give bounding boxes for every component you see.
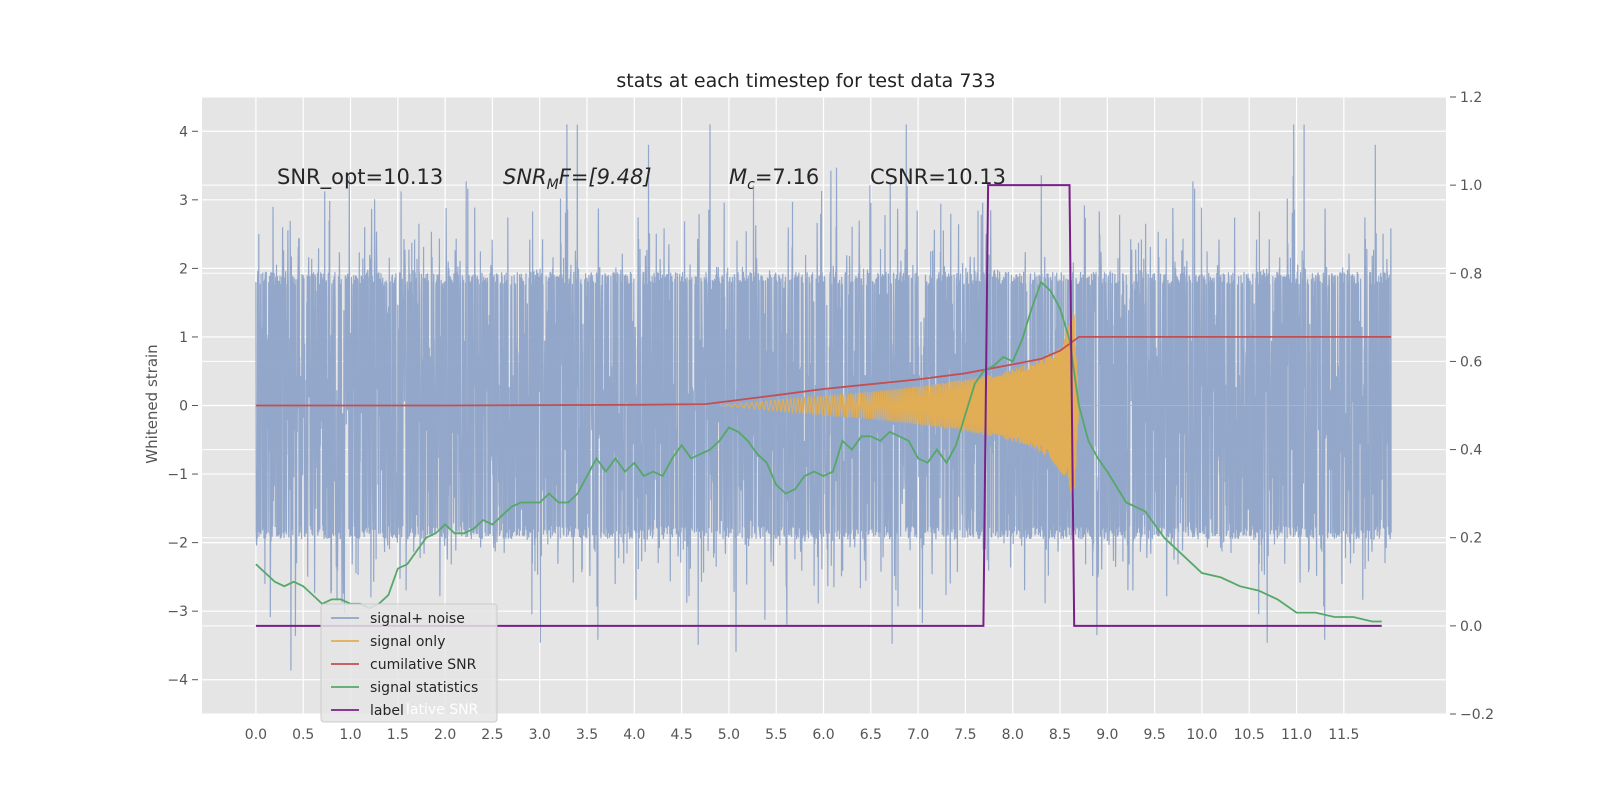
legend-label: label [370, 703, 404, 719]
y2-tick-label: 0.6 [1460, 354, 1482, 370]
annotation-mc-main: M [729, 165, 747, 189]
legend-label: cumilative SNR [370, 657, 477, 673]
x-tick-label: 5.5 [765, 727, 787, 743]
y-tick-label: −3 [167, 604, 188, 620]
x-tick-label: 9.0 [1096, 727, 1118, 743]
data-layer [255, 124, 1392, 671]
tick-layer: 0.0 0.5 1.0 1.5 2.0 2.5 3.0 3.5 4.0 4.5 5.0 5.5 6.0 6… [167, 90, 1494, 743]
x-tick-label: 2.5 [481, 727, 503, 743]
annotation-snr-mf-main: SNR [503, 165, 547, 189]
x-tick-label: 0.0 [245, 727, 267, 743]
x-tick-label: 6.5 [860, 727, 882, 743]
x-tick-label: 8.0 [1002, 727, 1024, 743]
x-tick-label: 5.0 [718, 727, 740, 743]
legend-label: signal statistics [370, 680, 478, 696]
y-tick-label: −4 [167, 673, 188, 689]
annotation-snr-mf: SNRMF=[9.48] [503, 165, 652, 193]
series-signal-noise [255, 124, 1392, 671]
x-tick-label: 2.0 [434, 727, 456, 743]
y-tick-label: 4 [179, 124, 188, 140]
x-tick-label: 1.0 [339, 727, 361, 743]
series-label [255, 184, 1382, 627]
x-tick-label: 4.0 [623, 727, 645, 743]
annotation-layer: SNR_opt=10.13 SNRMF=[9.48] Mc=7.16 CSNR=… [277, 165, 1006, 193]
x-tick-label: 1.5 [387, 727, 409, 743]
x-tick-label: 3.0 [529, 727, 551, 743]
x-tick-label: 3.5 [576, 727, 598, 743]
annotation-snr-mf-rest: F=[9.48] [559, 165, 652, 189]
annotation-snr-opt: SNR_opt=10.13 [277, 165, 443, 190]
y2-tick-label: 0.0 [1460, 619, 1482, 635]
x-tick-label: 4.5 [670, 727, 692, 743]
legend: lative SNR signal+ noise signal only cumil… [320, 603, 498, 723]
y-axis-label: Whitened strain [143, 344, 161, 463]
y2-tick-label: 0.8 [1460, 266, 1482, 282]
y-tick-label: −2 [167, 536, 188, 552]
x-tick-label: 11.5 [1328, 727, 1359, 743]
annotation-mc: Mc=7.16 [729, 165, 819, 193]
y2-tick-label: 1.2 [1460, 90, 1482, 106]
y-tick-label: 0 [179, 399, 188, 415]
y2-tick-label: 0.4 [1460, 443, 1482, 459]
x-tick-label: 9.5 [1143, 727, 1165, 743]
legend-items: signal+ noise signal only cumilative SNR si… [331, 611, 478, 719]
y2-tick-label: 1.0 [1460, 178, 1482, 194]
y-tick-label: 3 [179, 193, 188, 209]
x-tick-label: 0.5 [292, 727, 314, 743]
x-tick-label: 6.0 [812, 727, 834, 743]
x-tick-label: 11.0 [1281, 727, 1312, 743]
legend-shadow-text: lative SNR [406, 702, 479, 718]
legend-box [320, 603, 498, 723]
annotation-csnr: CSNR=10.13 [870, 165, 1006, 189]
x-tick-label: 7.5 [954, 727, 976, 743]
x-tick-label: 7.0 [907, 727, 929, 743]
x-tick-label: 8.5 [1049, 727, 1071, 743]
x-tick-label: 10.5 [1234, 727, 1265, 743]
chart-title: stats at each timestep for test data 733 [616, 70, 995, 92]
annotation-snr-mf-sub: M [547, 177, 559, 193]
x-tick-label: 10.0 [1186, 727, 1217, 743]
series-signal-statistics [255, 280, 1382, 623]
annotation-mc-rest: =7.16 [755, 165, 819, 189]
y-tick-label: 1 [179, 330, 188, 346]
y-tick-label: −1 [167, 467, 188, 483]
y-tick-label: 2 [179, 261, 188, 277]
annotation-mc-sub: c [747, 177, 755, 193]
legend-label: signal+ noise [370, 611, 465, 627]
series-signal-only [719, 312, 1392, 493]
legend-label: signal only [370, 634, 445, 650]
series-cumilative-snr [255, 336, 1392, 407]
y2-tick-label: 0.2 [1460, 531, 1482, 547]
y2-tick-label: −0.2 [1460, 707, 1494, 723]
